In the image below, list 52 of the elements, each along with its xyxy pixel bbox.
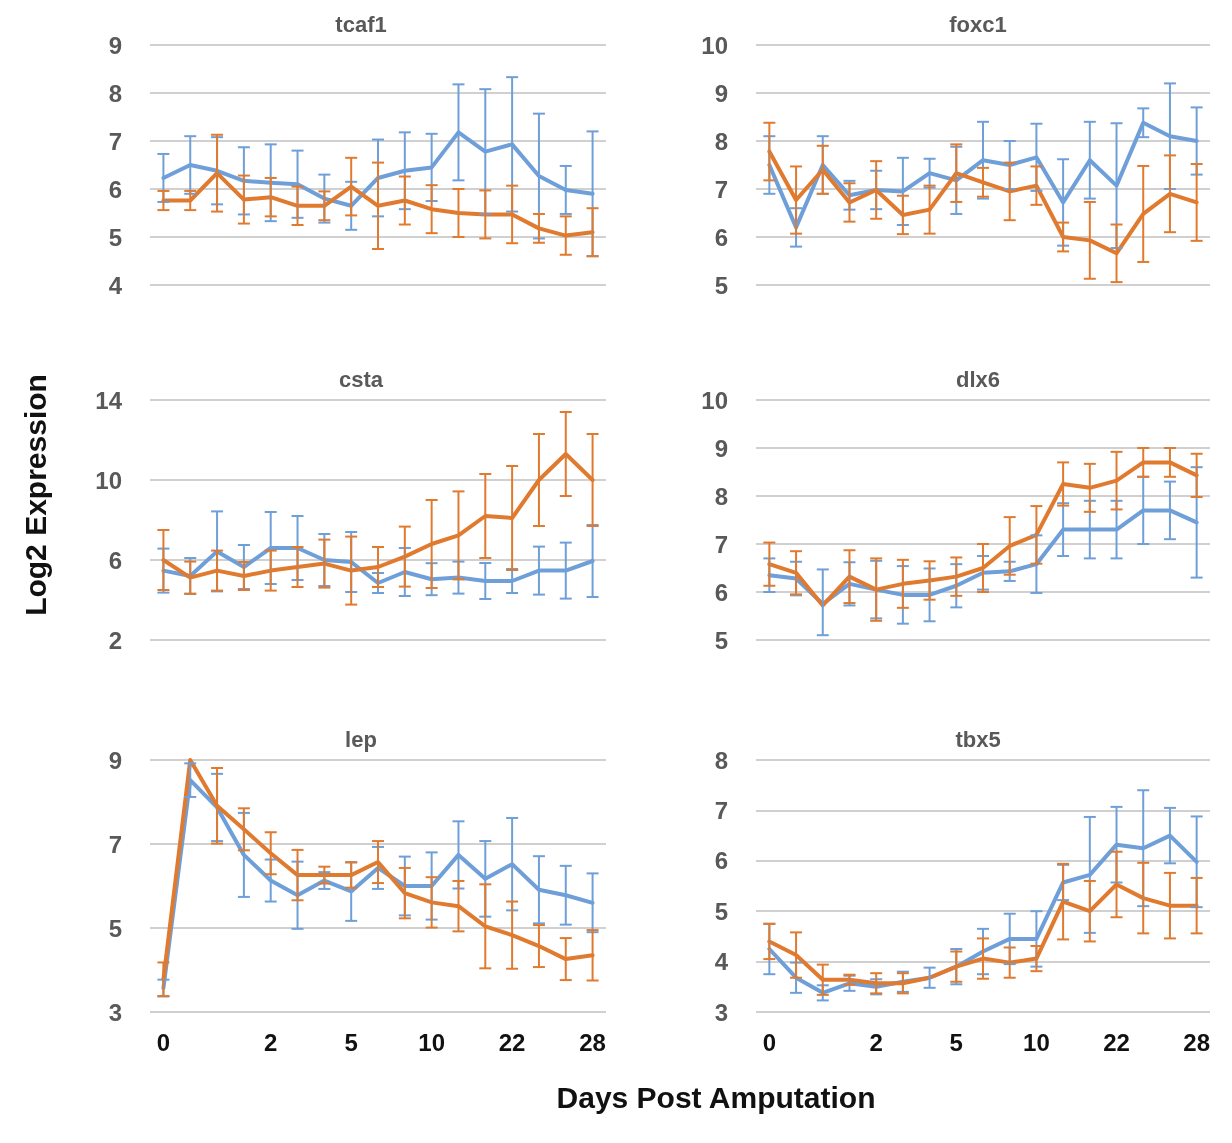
y-tick-label: 14	[95, 386, 123, 414]
x-tick-label: 2	[264, 1028, 278, 1056]
y-tick-label: 8	[108, 79, 122, 107]
y-tick-label: 3	[714, 998, 728, 1026]
y-tick-label: 9	[714, 79, 728, 107]
chart-title: tcaf1	[335, 11, 387, 37]
y-tick-label: 9	[108, 746, 122, 774]
y-tick-label: 8	[714, 482, 728, 510]
chart-title: csta	[338, 366, 384, 392]
x-tick-label: 0	[762, 1028, 777, 1056]
y-tick-label: 6	[714, 847, 728, 875]
y-tick-label: 6	[714, 223, 728, 251]
y-axis-title: Log2 Expression	[19, 374, 53, 616]
y-tick-label: 9	[714, 434, 728, 462]
x-tick-label: 0	[156, 1028, 171, 1056]
y-tick-label: 4	[108, 271, 123, 299]
y-tick-label: 7	[108, 830, 122, 858]
y-tick-label: 5	[108, 223, 122, 251]
x-tick-label: 22	[498, 1028, 526, 1056]
y-tick-label: 2	[108, 626, 122, 654]
y-tick-label: 6	[108, 546, 122, 574]
y-tick-label: 5	[714, 897, 728, 925]
x-tick-label: 28	[1183, 1028, 1210, 1056]
chart-title: tbx5	[955, 726, 1001, 752]
y-tick-label: 3	[108, 998, 122, 1026]
y-tick-label: 7	[714, 175, 728, 203]
chart-title: lep	[345, 726, 377, 752]
y-tick-label: 5	[714, 626, 728, 654]
chart-title: dlx6	[955, 366, 1001, 392]
y-tick-label: 10	[701, 31, 728, 59]
y-tick-label: 7	[108, 127, 122, 155]
y-tick-label: 7	[714, 530, 728, 558]
x-tick-label: 28	[579, 1028, 606, 1056]
x-axis-title: Days Post Amputation	[556, 1081, 876, 1115]
y-tick-label: 8	[714, 127, 728, 155]
y-tick-label: 7	[714, 796, 728, 824]
y-tick-label: 5	[714, 271, 728, 299]
y-tick-label: 5	[108, 914, 122, 942]
x-tick-label: 10	[418, 1028, 445, 1056]
y-tick-label: 8	[714, 746, 728, 774]
y-tick-label: 10	[95, 466, 122, 494]
y-tick-label: 10	[701, 386, 728, 414]
chart-title: foxc1	[949, 11, 1007, 37]
x-tick-label: 5	[344, 1028, 358, 1056]
y-tick-label: 4	[714, 948, 729, 976]
y-tick-label: 9	[108, 31, 122, 59]
x-tick-label: 5	[949, 1028, 963, 1056]
x-tick-label: 2	[869, 1028, 883, 1056]
y-tick-label: 6	[714, 578, 728, 606]
y-tick-label: 6	[108, 175, 122, 203]
x-tick-label: 22	[1103, 1028, 1130, 1056]
x-tick-label: 10	[1023, 1028, 1050, 1056]
